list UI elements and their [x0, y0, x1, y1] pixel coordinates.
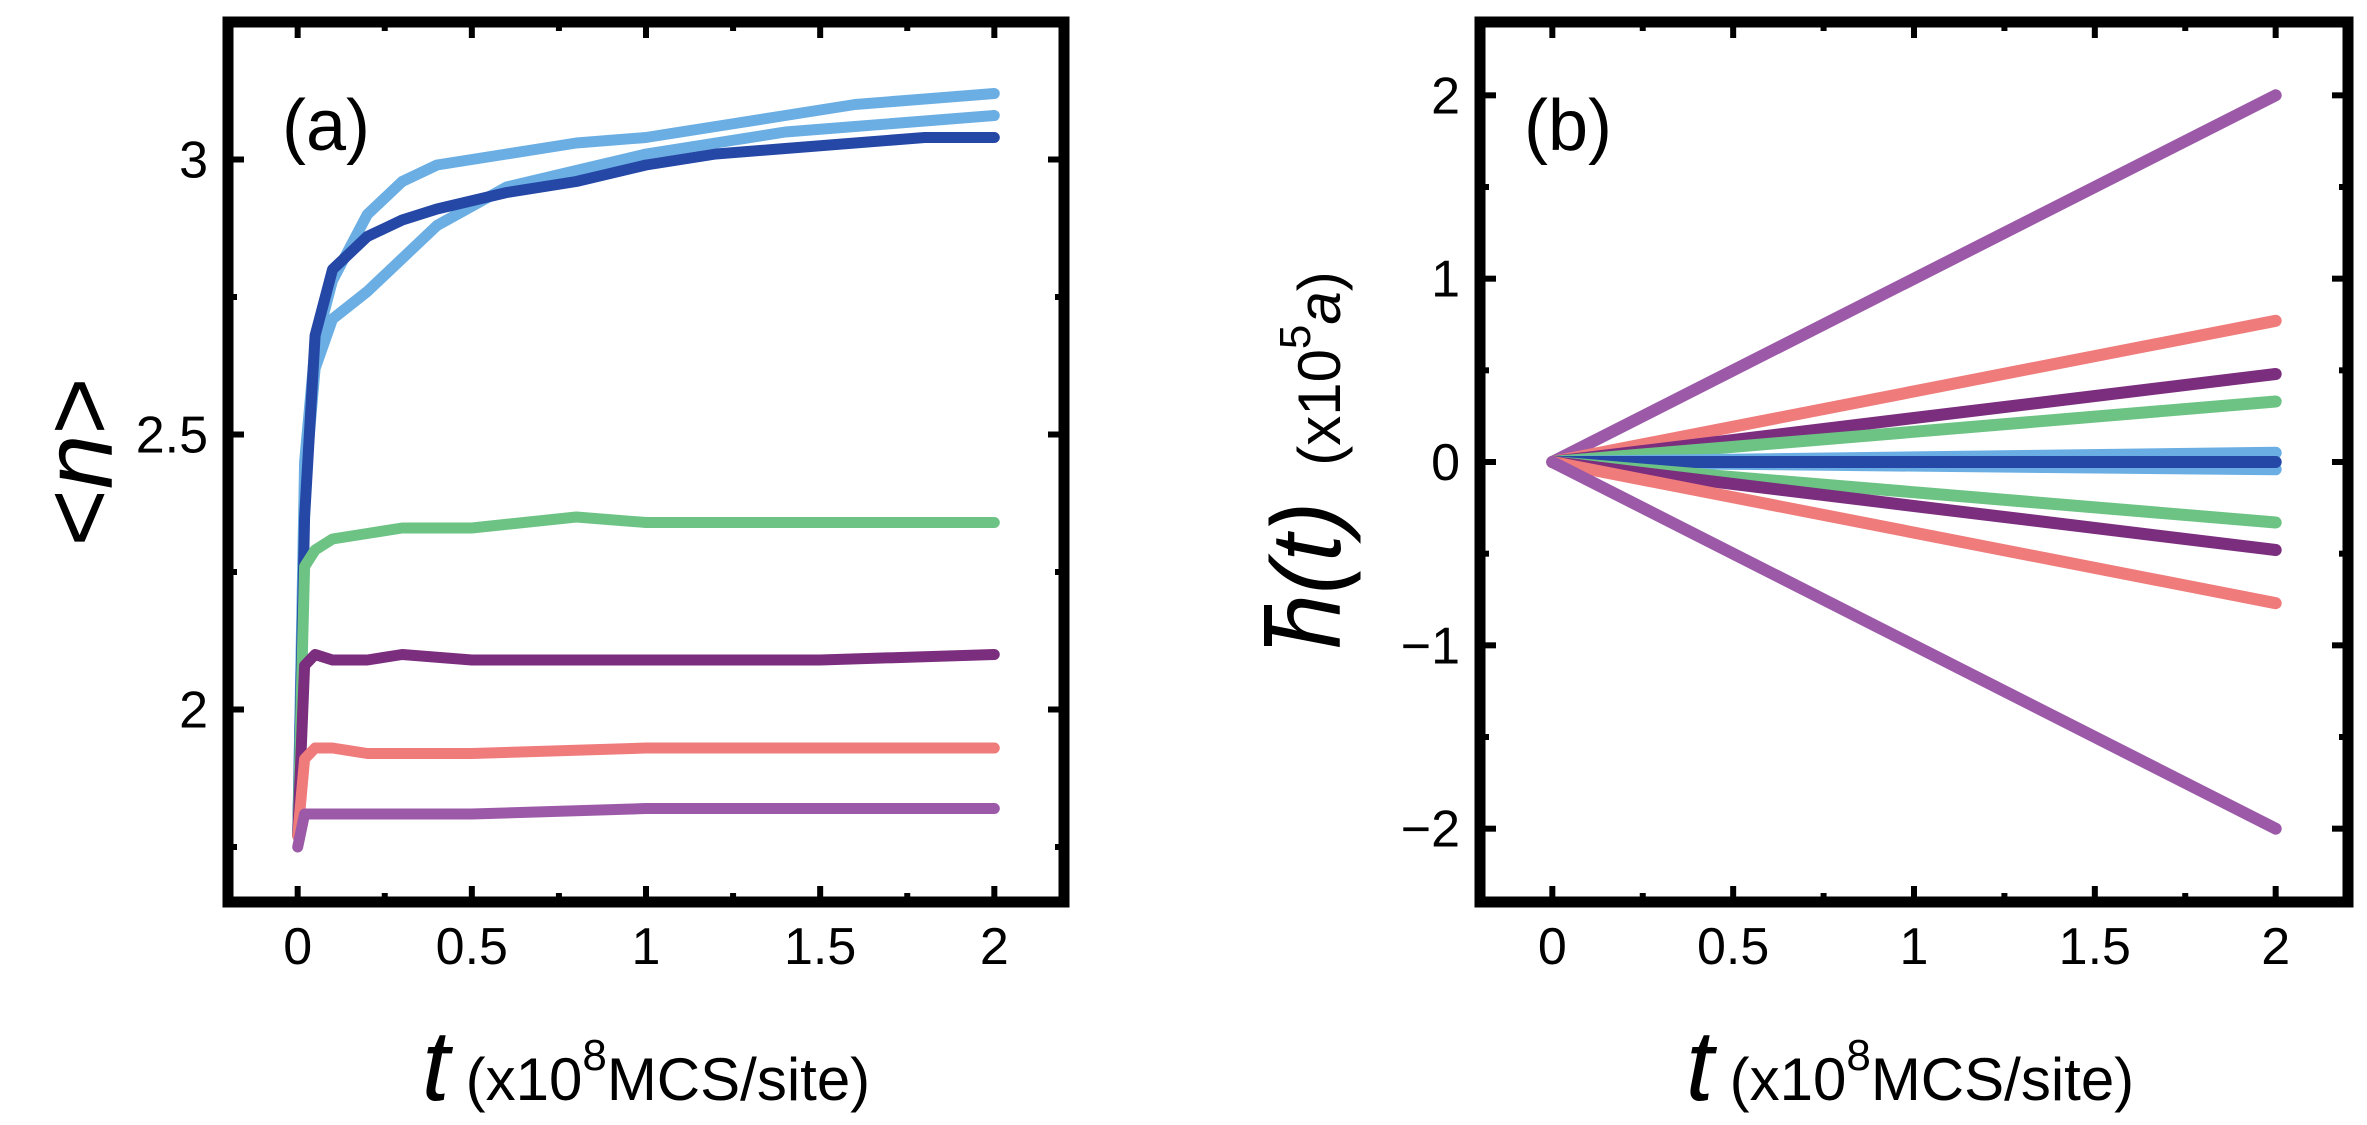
ytick-label-b-4: 2 [1431, 67, 1460, 125]
ytick-label-a-0: 2 [179, 682, 208, 740]
xtick-label-b-4: 2 [2261, 918, 2290, 976]
svg-text:<n>: <n> [23, 378, 133, 547]
panel-b-ylabel-suffix: ) [1286, 271, 1353, 291]
panel-b-series [1546, 89, 2282, 835]
panel-a-frame [222, 16, 1070, 908]
panel-a-xlabel-prefix: (x10 [466, 1046, 583, 1113]
ytick-label-a-2: 3 [179, 132, 208, 190]
panel-a: 0 0.5 1 1.5 2 2 2.5 3 (a) <n> t (x108MCS/site) [23, 16, 1070, 1122]
series-line-b-purple-up [1546, 89, 2282, 468]
series-line-a-green [292, 511, 1000, 842]
ytick-label-b-0: −2 [1401, 801, 1460, 859]
panel-b-xlabel-prefix: (x10 [1730, 1046, 1847, 1113]
xtick-label-b-3: 1.5 [2059, 918, 2131, 976]
panel-a-xlabel-var: t [422, 1010, 454, 1122]
panel-b-xlabel-suffix: MCS/site) [1871, 1046, 2134, 1113]
xtick-label-b-0: 0 [1538, 918, 1567, 976]
panel-a-label: (a) [282, 86, 370, 166]
series-line-b-dark-purple-down [1546, 456, 2282, 556]
panel-b-ylabel: h(t)(x105a) [1251, 271, 1361, 649]
panel-a-ticks: 0 0.5 1 1.5 2 2 2.5 3 [136, 22, 1064, 976]
ytick-label-b-3: 1 [1431, 251, 1460, 309]
xtick-label-a-4: 2 [980, 918, 1009, 976]
panel-a-series [292, 88, 1000, 853]
panel-b-xlabel-exp: 8 [1846, 1031, 1870, 1080]
xtick-label-b-1: 0.5 [1697, 918, 1769, 976]
panel-a-ylabel-open: < [23, 489, 133, 546]
panel-a-ylabel-close: > [23, 378, 133, 435]
panel-b-ylabel-units-var: a [1286, 291, 1353, 324]
panel-a-xlabel-exp: 8 [582, 1031, 606, 1080]
panel-a-ylabel-var: n [23, 435, 133, 490]
series-line-a-purple [292, 803, 1000, 853]
xtick-label-a-2: 1 [632, 918, 661, 976]
panel-b-xlabel-var: t [1686, 1010, 1718, 1122]
series-line-a-salmon [292, 742, 1000, 842]
ytick-label-a-1: 2.5 [136, 407, 208, 465]
panel-b-ylabel-prefix: (x10 [1286, 349, 1353, 466]
panel-b-xlabel: t (x108MCS/site) [1686, 1010, 2134, 1122]
panel-a-ylabel: <n> [23, 378, 133, 547]
ytick-label-b-1: −1 [1401, 617, 1460, 675]
svg-text:h(t)(x105a): h(t)(x105a) [1251, 271, 1361, 649]
panel-b-label: (b) [1524, 86, 1612, 166]
xtick-label-a-1: 0.5 [436, 918, 508, 976]
panel-a-xlabel: t (x108MCS/site) [422, 1010, 870, 1122]
series-line-a-dark-purple [292, 649, 1000, 842]
series-line-a-light-blue-2 [292, 88, 1000, 842]
series-line-b-purple-down [1546, 456, 2282, 835]
xtick-label-b-2: 1 [1900, 918, 1929, 976]
series-line-b-salmon-up [1546, 314, 2282, 468]
panel-b-frame [1474, 16, 2354, 908]
xtick-label-a-0: 0 [283, 918, 312, 976]
series-line-b-salmon-down [1546, 456, 2282, 610]
ytick-label-b-2: 0 [1431, 434, 1460, 492]
xtick-label-a-3: 1.5 [784, 918, 856, 976]
panel-b-ylabel-exp: 5 [1271, 325, 1320, 349]
series-line-b-green-up [1546, 395, 2282, 468]
series-line-a-dark-blue [292, 132, 1000, 842]
panel-a-xlabel-suffix: MCS/site) [607, 1046, 870, 1113]
